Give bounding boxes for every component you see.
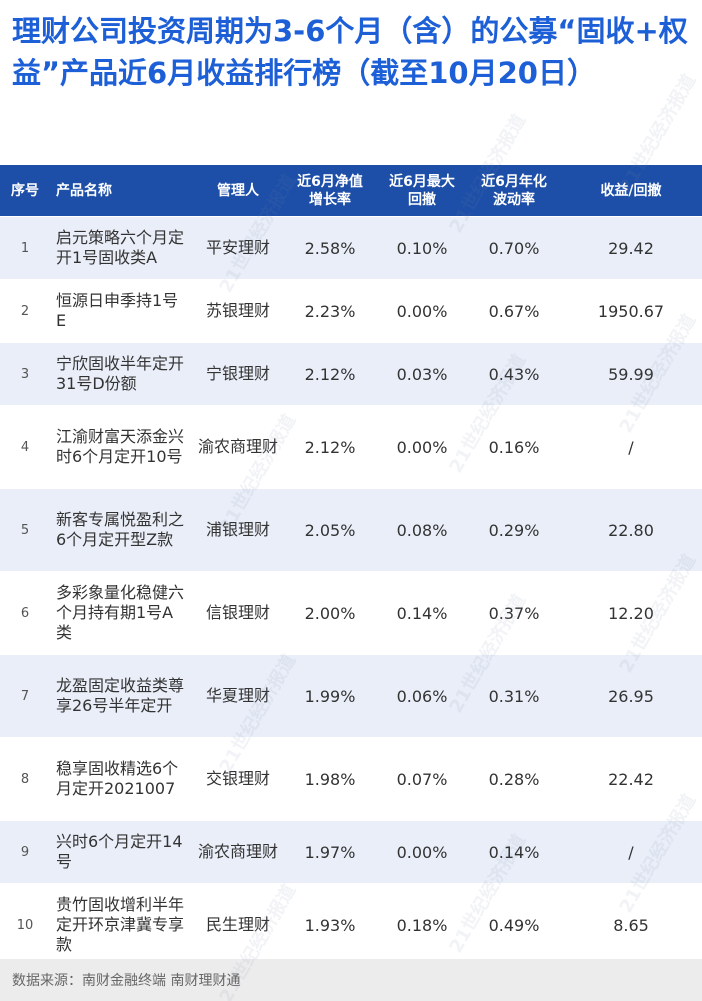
table-header: 序号 产品名称 管理人 近6月净值 增长率 近6月最大 回撤 近6月年化 波动率 收益…	[0, 165, 702, 217]
header-name: 产品名称	[56, 182, 112, 199]
row-no: 6	[20, 605, 30, 621]
manager-name: 华夏理财	[205, 686, 270, 705]
table-row: 8 稳享固收精选6个月定开2021007 交银理财 1.98% 0.07% 0.28% 22…	[0, 738, 702, 821]
ratio-value: 59.99	[608, 364, 654, 384]
return-value: 2.58%	[304, 238, 356, 258]
drawdown-value: 0.03%	[396, 364, 448, 384]
ratio-value: /	[628, 842, 634, 862]
drawdown-value: 0.08%	[396, 520, 448, 540]
row-no: 5	[20, 522, 30, 538]
return-value: 1.97%	[304, 842, 356, 862]
product-name: 恒源日申季持1号E	[56, 291, 179, 330]
row-no: 3	[20, 366, 30, 382]
volatility-value: 0.28%	[488, 769, 540, 789]
manager-name: 渝农商理财	[197, 842, 278, 861]
volatility-value: 0.14%	[488, 842, 540, 862]
table-row: 3 宁欣固收半年定开31号D份额 宁银理财 2.12% 0.03% 0.43% 59.99	[0, 343, 702, 406]
row-no: 7	[20, 688, 30, 704]
product-name: 新客专属悦盈利之6个月定开型Z款	[56, 510, 185, 549]
table-row: 5 新客专属悦盈利之6个月定开型Z款 浦银理财 2.05% 0.08% 0.29% 22.8…	[0, 489, 702, 572]
row-no: 8	[20, 771, 30, 787]
drawdown-value: 0.06%	[396, 686, 448, 706]
ratio-value: 1950.67	[597, 301, 665, 321]
return-value: 2.05%	[304, 520, 356, 540]
volatility-value: 0.16%	[488, 437, 540, 457]
table-row: 9 兴时6个月定开14号 渝农商理财 1.97% 0.00% 0.14% /	[0, 821, 702, 884]
ratio-value: 8.65	[613, 915, 649, 935]
header-ratio: 收益/回撤	[600, 182, 662, 199]
volatility-value: 0.31%	[488, 686, 540, 706]
product-name: 龙盈固定收益类尊享26号半年定开	[56, 676, 185, 715]
ratio-value: 29.42	[608, 238, 654, 258]
product-name: 贵竹固收增利半年定开环京津冀专享款	[56, 895, 185, 954]
table-row: 6 多彩象量化稳健六个月持有期1号A类 信银理财 2.00% 0.14% 0.37% 12.…	[0, 572, 702, 655]
manager-name: 平安理财	[205, 238, 270, 257]
product-name: 启元策略六个月定开1号固收类A	[56, 228, 185, 267]
ratio-value: 22.42	[608, 769, 654, 789]
drawdown-value: 0.07%	[396, 769, 448, 789]
product-name: 多彩象量化稳健六个月持有期1号A类	[56, 583, 185, 642]
drawdown-value: 0.14%	[396, 603, 448, 623]
data-source-footer: 数据来源：南财金融终端 南财理财通	[0, 959, 702, 1001]
table-row: 7 龙盈固定收益类尊享26号半年定开 华夏理财 1.99% 0.06% 0.31% 26.9…	[0, 655, 702, 738]
header-volatility: 近6月年化 波动率	[481, 173, 547, 208]
product-name: 兴时6个月定开14号	[56, 832, 183, 871]
volatility-value: 0.67%	[488, 301, 540, 321]
row-no: 1	[20, 240, 30, 256]
drawdown-value: 0.00%	[396, 842, 448, 862]
return-value: 2.12%	[304, 364, 356, 384]
page-title: 理财公司投资周期为3-6个月（含）的公募“固收+权益”产品近6月收益排行榜（截至…	[12, 14, 688, 90]
row-no: 10	[16, 917, 34, 933]
ratio-value: 22.80	[608, 520, 654, 540]
return-value: 1.93%	[304, 915, 356, 935]
product-name: 稳享固收精选6个月定开2021007	[56, 759, 179, 798]
row-no: 4	[20, 439, 30, 455]
drawdown-value: 0.10%	[396, 238, 448, 258]
table-row: 4 江渝财富天添金兴时6个月定开10号 渝农商理财 2.12% 0.00% 0.16% /	[0, 406, 702, 489]
return-value: 2.00%	[304, 603, 356, 623]
manager-name: 民生理财	[205, 915, 270, 934]
ratio-value: 12.20	[608, 603, 654, 623]
manager-name: 渝农商理财	[197, 437, 278, 456]
ranking-table: 序号 产品名称 管理人 近6月净值 增长率 近6月最大 回撤 近6月年化 波动率 收益…	[0, 165, 702, 967]
header-drawdown: 近6月最大 回撤	[389, 173, 455, 208]
return-value: 1.99%	[304, 686, 356, 706]
table-row: 1 启元策略六个月定开1号固收类A 平安理财 2.58% 0.10% 0.70% 29.42	[0, 217, 702, 280]
header-manager: 管理人	[217, 182, 259, 199]
return-value: 2.23%	[304, 301, 356, 321]
manager-name: 苏银理财	[205, 301, 270, 320]
manager-name: 宁银理财	[205, 364, 270, 383]
volatility-value: 0.29%	[488, 520, 540, 540]
header-return: 近6月净值 增长率	[297, 173, 363, 208]
ratio-value: /	[628, 437, 634, 457]
volatility-value: 0.43%	[488, 364, 540, 384]
manager-name: 浦银理财	[205, 520, 270, 539]
row-no: 2	[20, 303, 30, 319]
drawdown-value: 0.00%	[396, 301, 448, 321]
ratio-value: 26.95	[608, 686, 654, 706]
volatility-value: 0.49%	[488, 915, 540, 935]
manager-name: 交银理财	[205, 769, 270, 788]
table-row: 10 贵竹固收增利半年定开环京津冀专享款 民生理财 1.93% 0.18% 0.49% 8.…	[0, 884, 702, 967]
table-body: 1 启元策略六个月定开1号固收类A 平安理财 2.58% 0.10% 0.70% 29.42…	[0, 217, 702, 967]
return-value: 1.98%	[304, 769, 356, 789]
product-name: 江渝财富天添金兴时6个月定开10号	[56, 427, 185, 466]
volatility-value: 0.37%	[488, 603, 540, 623]
drawdown-value: 0.00%	[396, 437, 448, 457]
table-row: 2 恒源日申季持1号E 苏银理财 2.23% 0.00% 0.67% 1950.67	[0, 280, 702, 343]
return-value: 2.12%	[304, 437, 356, 457]
manager-name: 信银理财	[205, 603, 270, 622]
product-name: 宁欣固收半年定开31号D份额	[56, 354, 185, 393]
header-no: 序号	[11, 182, 39, 199]
row-no: 9	[20, 844, 30, 860]
drawdown-value: 0.18%	[396, 915, 448, 935]
volatility-value: 0.70%	[488, 238, 540, 258]
